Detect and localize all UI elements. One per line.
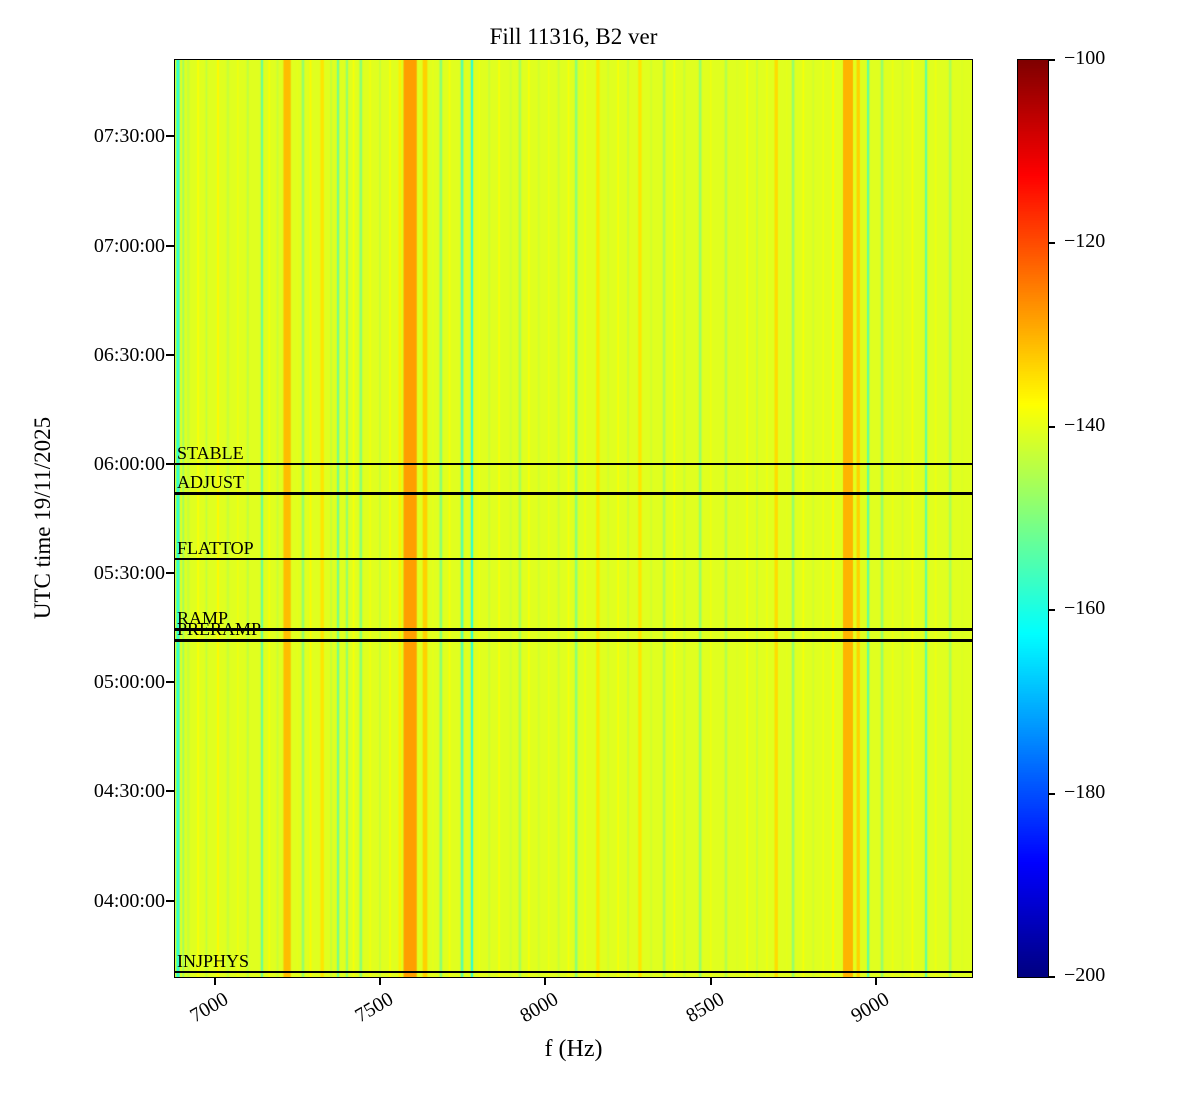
y-tick-mark	[166, 790, 174, 793]
x-tick-mark	[709, 977, 712, 985]
x-tick-mark	[213, 977, 216, 985]
beam-mode-label-injphys: INJPHYS	[177, 950, 250, 971]
beam-mode-line-stable	[175, 462, 972, 466]
y-tick-label: 06:00:00	[93, 452, 165, 475]
colorbar-tick-label: −200	[1064, 964, 1106, 986]
beam-mode-line-injphys	[175, 970, 972, 974]
beam-mode-label-adjust: ADJUST	[177, 472, 245, 493]
y-tick-label: 04:30:00	[93, 780, 165, 803]
x-tick-label: 8500	[682, 988, 728, 1028]
beam-mode-line-preramp	[175, 639, 972, 642]
beam-mode-label-flattop: FLATTOP	[177, 537, 254, 558]
colorbar-tick-label: −120	[1064, 230, 1106, 253]
x-tick-label: 8000	[516, 988, 563, 1028]
colorbar	[1018, 60, 1048, 977]
colorbar-tick-label: −140	[1064, 413, 1106, 436]
colorbar-tick-mark	[1048, 242, 1055, 245]
beam-mode-line-adjust	[175, 492, 972, 495]
y-tick-mark	[166, 135, 174, 138]
y-tick-label: 05:00:00	[93, 671, 165, 694]
y-axis-label: UTC time 19/11/2025	[30, 416, 55, 620]
x-axis-label: f (Hz)	[544, 1036, 603, 1062]
y-tick-mark	[166, 462, 174, 465]
x-tick-mark	[875, 977, 878, 985]
colorbar-tick-label: −100	[1064, 47, 1106, 69]
y-tick-mark	[166, 681, 174, 684]
y-tick-mark	[166, 572, 174, 575]
x-tick-mark	[379, 977, 382, 985]
colorbar-tick-mark	[1048, 976, 1055, 978]
beam-mode-line-ramp	[175, 628, 972, 631]
y-tick-label: 06:30:00	[93, 343, 165, 366]
x-tick-label: 9000	[847, 988, 894, 1028]
x-tick-label: 7000	[186, 988, 232, 1028]
y-tick-label: 05:30:00	[93, 562, 165, 585]
colorbar-tick-mark	[1048, 792, 1055, 795]
colorbar-tick-label: −160	[1064, 597, 1106, 620]
colorbar-tick-label: −180	[1064, 780, 1106, 803]
chart-title: Fill 11316, B2 ver	[489, 24, 658, 49]
beam-mode-label-ramp: RAMP	[177, 608, 229, 629]
y-tick-label: 04:00:00	[93, 889, 165, 912]
beam-mode-line-flattop	[175, 557, 972, 561]
colorbar-tick-mark	[1048, 425, 1055, 428]
y-tick-mark	[166, 353, 174, 356]
y-tick-mark	[166, 244, 174, 247]
spectrogram-heatmap	[175, 60, 972, 977]
x-tick-label: 7500	[351, 988, 398, 1028]
y-tick-label: 07:30:00	[93, 125, 165, 148]
colorbar-tick-mark	[1048, 59, 1055, 61]
y-tick-label: 07:00:00	[93, 234, 165, 257]
beam-mode-label-stable: STABLE	[177, 442, 244, 463]
colorbar-tick-mark	[1048, 609, 1055, 612]
beam-mode-label-preramp: PRERAMP	[177, 619, 262, 640]
y-tick-mark	[166, 899, 174, 902]
x-tick-mark	[544, 977, 547, 985]
